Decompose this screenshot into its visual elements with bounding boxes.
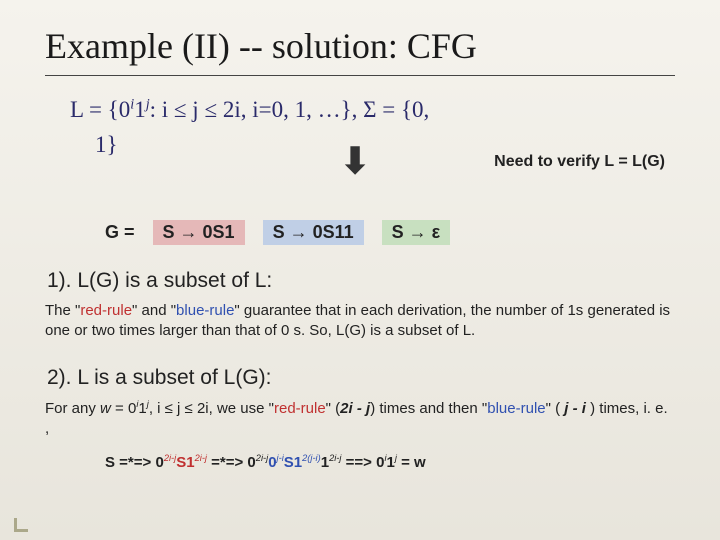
verify-note: Need to verify L = L(G): [494, 153, 665, 171]
red-rule-text: red-rule: [80, 302, 132, 319]
section-1-body: The "red-rule" and "blue-rule" guarantee…: [45, 301, 675, 342]
title-underline: [45, 75, 675, 76]
down-arrow-icon: ⬇: [340, 140, 370, 182]
derivation: S =*=> 02i-jS12i-j =*=> 02i-j0j-iS12(j-i…: [105, 453, 675, 471]
section-1-head: 1). L(G) is a subset of L:: [47, 269, 675, 293]
grammar-definition: G = S → 0S1 S → 0S11 S → ε: [105, 220, 675, 245]
rule-green: S → ε: [382, 220, 451, 245]
grammar-label: G =: [105, 222, 135, 243]
section-2-head: 2). L is a subset of L(G):: [47, 366, 675, 390]
rule-blue: S → 0S11: [263, 220, 364, 245]
corner-decoration: [14, 518, 28, 532]
blue-rule-text: blue-rule: [176, 302, 234, 319]
rule-red: S → 0S1: [153, 220, 245, 245]
section-2-body: For any w = 0i1j, i ≤ j ≤ 2i, we use "re…: [45, 398, 675, 440]
page-title: Example (II) -- solution: CFG: [45, 25, 675, 67]
language-definition: L = {0i1j: i ≤ j ≤ 2i, i=0, 1, …}, Σ = {…: [70, 94, 675, 125]
